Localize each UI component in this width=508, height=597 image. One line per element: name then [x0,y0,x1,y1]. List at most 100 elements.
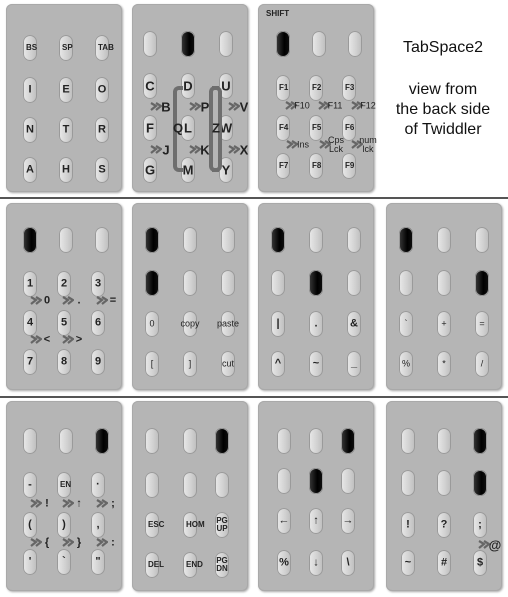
key-r1-c1[interactable] [145,512,159,538]
top-key-2[interactable] [183,227,197,253]
key-r2-c1[interactable] [143,115,157,141]
key-r3-c2[interactable] [309,153,323,179]
mid-key-1[interactable] [401,470,415,496]
key-r2-c3[interactable] [221,351,235,377]
key-r3-c2[interactable] [57,549,71,575]
key-r3-c1[interactable] [23,549,37,575]
key-r1-c2[interactable] [437,311,451,337]
key-r1-c3[interactable] [221,311,235,337]
key-r2-c3[interactable] [342,115,356,141]
top-key-1[interactable] [145,428,159,454]
key-r2-c3[interactable] [95,77,109,103]
key-r2-c3[interactable] [347,351,361,377]
key-r1-c3[interactable] [219,73,233,99]
mid-key-2[interactable] [309,270,323,296]
key-r2-c3[interactable] [215,552,229,578]
key-r1-c1[interactable] [277,508,291,534]
top-key-1[interactable] [276,31,290,57]
key-r1-c3[interactable] [91,271,105,297]
key-r1-c1[interactable] [145,311,159,337]
key-r2-c2[interactable] [59,77,73,103]
key-r2-c1[interactable] [23,77,37,103]
key-r2-c1[interactable] [271,351,285,377]
mid-key-2[interactable] [437,270,451,296]
mid-key-3[interactable] [347,270,361,296]
top-key-3[interactable] [473,428,487,454]
key-r1-c2[interactable] [57,472,71,498]
key-r1-c2[interactable] [309,75,323,101]
key-r2-c1[interactable] [277,550,291,576]
top-key-1[interactable] [23,428,37,454]
key-r3-c3[interactable] [91,549,105,575]
top-key-1[interactable] [23,227,37,253]
key-r2-c2[interactable] [183,552,197,578]
key-r1-c2[interactable] [57,271,71,297]
key-r1-c1[interactable] [271,311,285,337]
mid-key-1[interactable] [145,472,159,498]
key-r2-c3[interactable] [91,310,105,336]
key-r2-c2[interactable] [57,310,71,336]
top-key-2[interactable] [59,227,73,253]
key-r2-c1[interactable] [399,351,413,377]
key-r3-c3[interactable] [219,157,233,183]
top-key-2[interactable] [437,428,451,454]
key-r1-c2[interactable] [437,512,451,538]
key-r1-c3[interactable] [347,311,361,337]
key-r4-c2[interactable] [59,157,73,183]
top-key-3[interactable] [475,227,489,253]
key-r1-c1[interactable] [276,75,290,101]
key-r1-c1[interactable] [23,472,37,498]
key-r2-c1[interactable] [145,351,159,377]
key-r4-c3[interactable] [95,157,109,183]
mid-key-3[interactable] [221,270,235,296]
key-r1-c3[interactable] [95,35,109,61]
key-r2-c1[interactable] [145,552,159,578]
mid-key-2[interactable] [183,472,197,498]
key-r3-c1[interactable] [276,153,290,179]
top-key-3[interactable] [95,428,109,454]
key-r2-c1[interactable] [401,550,415,576]
mid-key-1[interactable] [271,270,285,296]
top-key-3[interactable] [221,227,235,253]
key-r1-c2[interactable] [309,311,323,337]
top-key-1[interactable] [271,227,285,253]
key-r2-c3[interactable] [219,115,233,141]
key-r2-c3[interactable] [341,550,355,576]
key-r1-c3[interactable] [341,508,355,534]
key-r1-c2[interactable] [309,508,323,534]
key-r1-c2[interactable] [183,311,197,337]
key-r2-c3[interactable] [473,550,487,576]
key-r1-c2[interactable] [183,512,197,538]
key-r4-c1[interactable] [23,157,37,183]
top-key-2[interactable] [312,31,326,57]
key-r3-c1[interactable] [23,117,37,143]
key-r3-c2[interactable] [59,117,73,143]
top-key-3[interactable] [341,428,355,454]
key-r2-c2[interactable] [437,550,451,576]
key-r2-c2[interactable] [309,351,323,377]
top-key-3[interactable] [348,31,362,57]
mid-key-3[interactable] [215,472,229,498]
top-key-1[interactable] [401,428,415,454]
key-r2-c2[interactable] [57,512,71,538]
key-r1-c1[interactable] [23,35,37,61]
key-r3-c1[interactable] [143,157,157,183]
key-r1-c1[interactable] [401,512,415,538]
key-r2-c3[interactable] [475,351,489,377]
top-key-3[interactable] [215,428,229,454]
key-r1-c3[interactable] [475,311,489,337]
key-r1-c3[interactable] [342,75,356,101]
mid-key-2[interactable] [183,270,197,296]
key-r2-c2[interactable] [183,351,197,377]
mid-key-2[interactable] [437,470,451,496]
key-r1-c3[interactable] [473,512,487,538]
key-r1-c2[interactable] [181,73,195,99]
key-r3-c3[interactable] [91,349,105,375]
top-key-2[interactable] [183,428,197,454]
key-r2-c1[interactable] [23,310,37,336]
top-key-2[interactable] [309,227,323,253]
top-key-2[interactable] [59,428,73,454]
key-r3-c3[interactable] [342,153,356,179]
key-r3-c1[interactable] [23,349,37,375]
key-r3-c3[interactable] [95,117,109,143]
